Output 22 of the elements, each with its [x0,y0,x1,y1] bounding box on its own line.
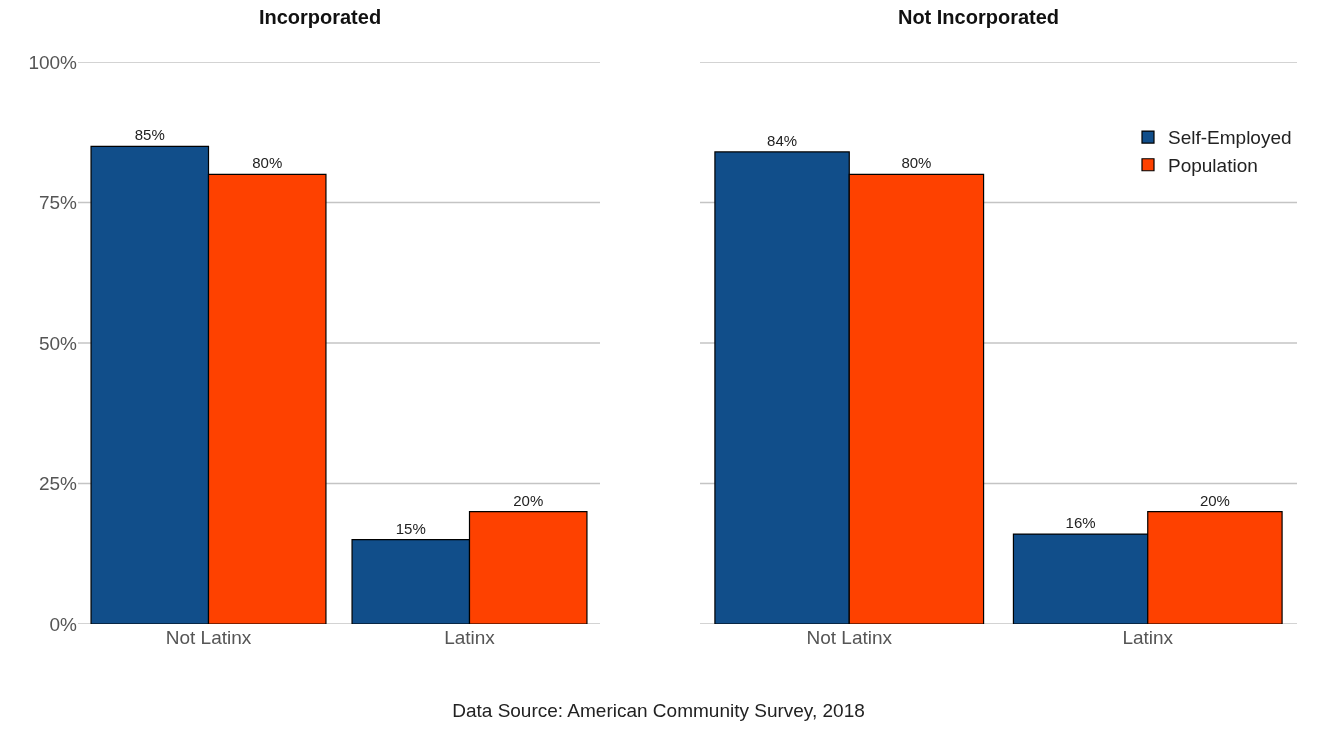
data-label: 20% [1199,491,1230,509]
data-label: 16% [1065,514,1096,532]
legend-label: Population [1168,155,1258,177]
y-tick-label: 50% [38,332,78,354]
y-tick-label: 25% [38,473,78,495]
data-label: 80% [901,154,932,172]
data-label: 80% [252,154,283,172]
data-label: 85% [134,126,165,144]
chart-title: Not Incorporated [897,6,1060,29]
chart-title: Incorporated [258,6,382,29]
x-tick-label: Not Latinx [165,627,252,648]
x-tick-label: Latinx [444,627,496,648]
x-tick-label: Latinx [1122,627,1174,648]
y-tick-label: 0% [49,613,78,635]
data-label: 15% [395,519,426,537]
legend-label: Self-Employed [1168,127,1292,149]
y-tick-label: 75% [38,192,78,214]
y-tick-label: 100% [28,51,78,73]
source-note: Data Source: American Community Survey, 2018 [451,700,866,722]
data-label: 20% [513,491,544,509]
x-tick-label: Not Latinx [806,627,893,648]
data-label: 84% [767,131,798,149]
